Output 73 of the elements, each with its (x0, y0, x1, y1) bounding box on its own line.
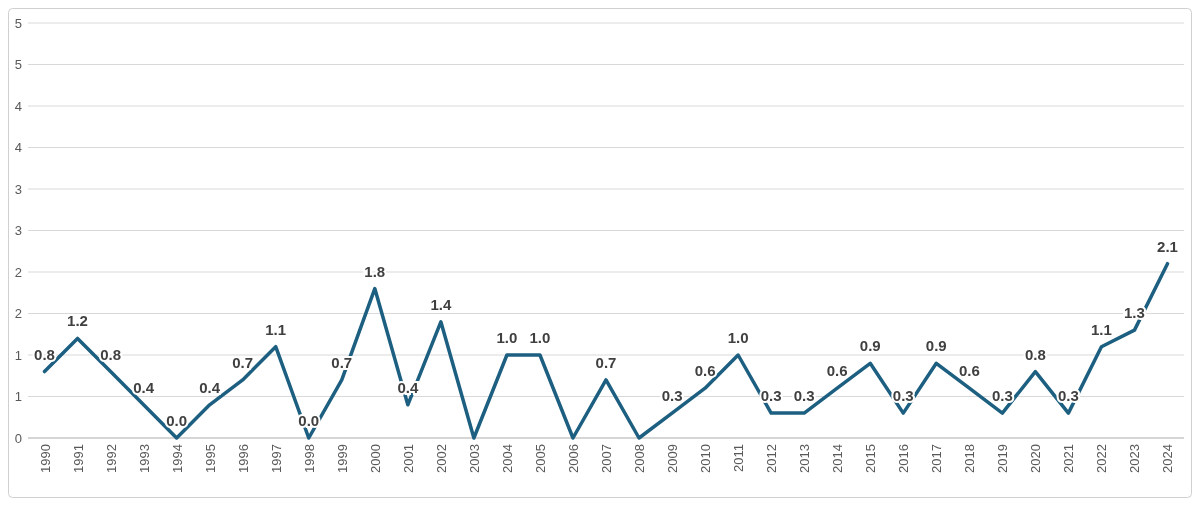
data-label: 1.1 (1091, 320, 1112, 338)
x-tick-label: 2011 (731, 444, 747, 472)
x-tick-label: 2022 (1094, 444, 1110, 473)
x-tick-label: 2001 (400, 444, 416, 473)
x-tick-label: 1998 (301, 444, 317, 473)
x-tick-label: 2008 (632, 444, 648, 473)
x-tick-label: 2010 (698, 444, 714, 473)
data-label: 1.4 (430, 295, 452, 313)
x-tick-label: 1991 (70, 444, 86, 473)
x-tick-label: 2023 (1127, 444, 1143, 473)
x-tick-label: 1995 (202, 444, 218, 473)
x-tick-label: 2019 (995, 444, 1011, 473)
data-label: 1.8 (364, 262, 386, 280)
x-tick-label: 2002 (433, 444, 449, 473)
x-tick-label: 2009 (665, 444, 681, 473)
y-tick-label: 3 (14, 223, 22, 239)
x-tick-label: 1994 (169, 444, 185, 473)
y-tick-label: 0 (14, 430, 22, 446)
x-tick-label: 2013 (797, 444, 813, 473)
y-tick-label: 4 (14, 98, 22, 114)
data-label: 1.2 (67, 312, 88, 330)
y-tick-label: 2 (14, 306, 22, 322)
data-label: 0.3 (661, 387, 683, 405)
data-label: 0.8 (100, 345, 121, 363)
data-label: 0.3 (793, 387, 815, 405)
data-label: 0.9 (925, 337, 947, 355)
data-label: 0.3 (991, 387, 1013, 405)
x-tick-label: 1996 (235, 444, 251, 473)
x-tick-label: 2007 (599, 444, 614, 473)
data-label: 1.0 (727, 329, 749, 346)
y-tick-label: 5 (14, 57, 22, 73)
data-label: 1.0 (496, 329, 518, 346)
data-label: 1.0 (529, 329, 551, 346)
x-tick-label: 2020 (1028, 444, 1044, 473)
y-tick-label: 4 (14, 140, 22, 156)
x-tick-label: 2000 (367, 444, 383, 473)
x-tick-label: 2003 (466, 444, 482, 473)
data-label: 0.0 (166, 412, 188, 429)
x-tick-label: 1993 (136, 444, 152, 473)
x-tick-label: 1997 (268, 444, 284, 473)
data-label: 0.4 (199, 378, 221, 396)
y-tick-label: 2 (14, 264, 22, 280)
x-tick-label: 2004 (499, 444, 515, 473)
x-tick-label: 1990 (37, 444, 53, 473)
x-tick-label: 1992 (103, 444, 119, 473)
data-label: 0.7 (595, 353, 617, 371)
data-label: 1.1 (265, 320, 287, 338)
x-tick-label: 2021 (1061, 444, 1077, 473)
data-label: 0.6 (958, 362, 980, 380)
data-label: 0.6 (694, 362, 716, 380)
x-tick-label: 2015 (863, 444, 879, 473)
x-tick-label: 2024 (1160, 444, 1176, 473)
data-label: 0.4 (133, 378, 155, 396)
x-tick-label: 2005 (532, 444, 548, 473)
x-tick-label: 2018 (962, 444, 978, 473)
y-tick-label: 3 (14, 181, 22, 197)
data-label: 0.8 (1024, 345, 1046, 363)
x-tick-label: 2012 (764, 444, 780, 473)
data-label: 0.8 (34, 345, 55, 363)
x-tick-label: 2016 (896, 444, 912, 473)
data-label: 0.3 (892, 387, 914, 405)
data-label: 0.9 (859, 337, 881, 355)
data-label: 0.6 (826, 362, 848, 380)
data-label: 0.7 (232, 353, 254, 371)
y-tick-label: 1 (14, 389, 22, 405)
x-tick-label: 2006 (565, 444, 581, 473)
data-label: 2.1 (1157, 237, 1178, 255)
x-tick-label: 1999 (334, 444, 350, 473)
y-tick-label: 5 (14, 15, 22, 31)
y-tick-label: 1 (14, 347, 22, 363)
x-tick-label: 2017 (929, 444, 945, 473)
data-label: 0.3 (760, 387, 782, 405)
x-tick-label: 2014 (830, 444, 846, 473)
